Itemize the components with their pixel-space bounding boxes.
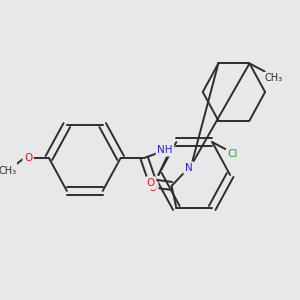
- Text: O: O: [147, 178, 155, 188]
- Text: NH: NH: [157, 145, 173, 155]
- Text: O: O: [148, 183, 157, 193]
- Text: CH₃: CH₃: [0, 166, 16, 176]
- Text: N: N: [185, 163, 193, 173]
- Text: O: O: [24, 153, 32, 163]
- Text: Cl: Cl: [228, 149, 238, 159]
- Text: CH₃: CH₃: [264, 74, 282, 83]
